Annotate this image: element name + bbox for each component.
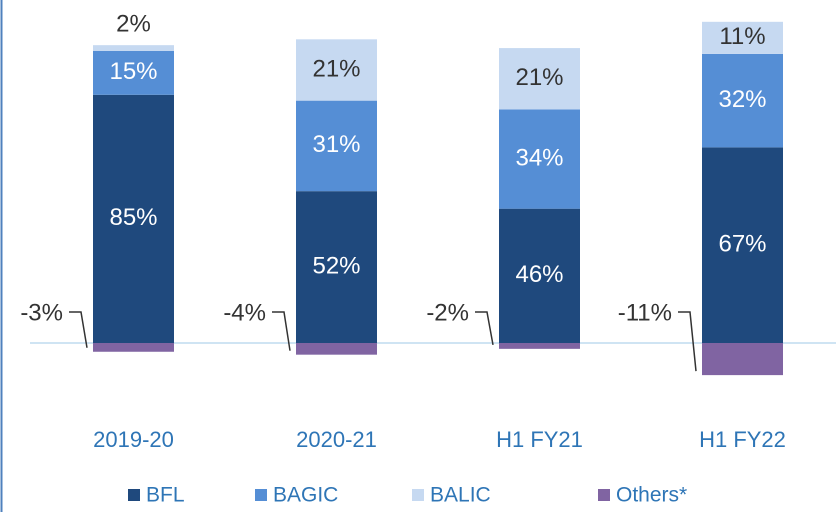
legend-swatch [255,489,267,501]
category-label: H1 FY21 [496,427,583,452]
category-label: H1 FY22 [699,427,786,452]
data-label: 32% [718,86,766,113]
bar-segment [93,343,174,352]
legend-swatch [598,489,610,501]
bar-segment [296,100,377,192]
bar-segment [702,53,783,148]
bar-segment [702,343,783,376]
leader-line [678,311,697,372]
leader-line [69,311,88,348]
legend-label: BAGIC [273,484,338,507]
data-label: 67% [718,231,766,258]
bar-segment [93,94,174,343]
leader-line [272,311,291,351]
legend-label: Others* [616,484,687,507]
bar-segment [296,191,377,343]
data-label: 21% [515,64,563,91]
data-label: 2% [116,11,151,38]
data-label: 46% [515,261,563,288]
data-label: -11% [618,299,672,326]
bar-segment [499,109,580,209]
data-label: 21% [312,55,360,82]
category-label: 2020-21 [296,427,377,452]
bar-segment [296,343,377,355]
bar-segment [93,51,174,95]
data-label: -3% [20,299,63,326]
bar-segment [93,45,174,51]
data-label: 52% [312,252,360,279]
data-label: 15% [109,58,157,85]
bar-segment [296,39,377,101]
legend-swatch [128,489,140,501]
bar-segment [702,21,783,54]
bar-segment [499,48,580,110]
data-label: -2% [426,299,469,326]
data-label: 11% [719,23,765,50]
bar-segment [499,343,580,349]
data-label: -4% [223,299,266,326]
bar-segment [702,147,783,343]
legend-label: BFL [146,484,185,507]
legend-swatch [412,489,424,501]
data-label: 85% [109,204,157,231]
data-label: 31% [312,131,360,158]
data-label: 34% [515,144,563,171]
bar-segment [499,208,580,343]
legend-label: BALIC [430,484,491,507]
leader-line [475,311,494,345]
category-label: 2019-20 [93,427,174,452]
